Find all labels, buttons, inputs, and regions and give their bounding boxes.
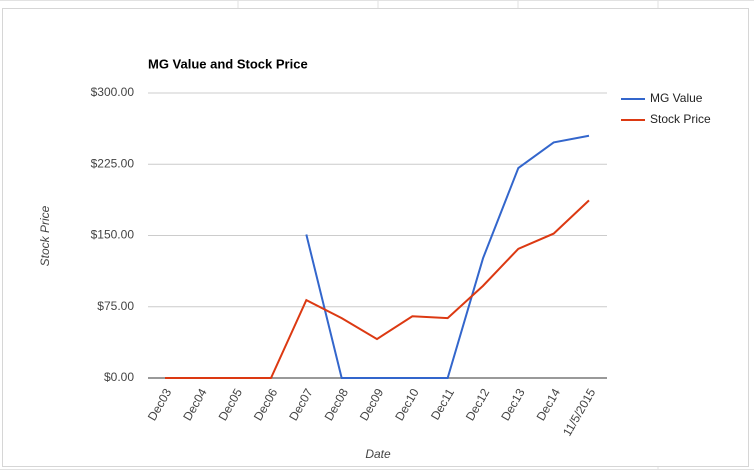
- y-axis-label: Stock Price: [38, 205, 52, 266]
- y-tick-label: $0.00: [104, 370, 134, 384]
- series-line: [305, 134, 590, 379]
- y-tick-label: $225.00: [91, 156, 135, 170]
- legend-label: Stock Price: [650, 112, 711, 126]
- chart-title: MG Value and Stock Price: [148, 56, 308, 71]
- y-tick-label: $75.00: [97, 299, 134, 313]
- series-line: [165, 199, 590, 379]
- y-tick-label: $150.00: [91, 228, 135, 242]
- y-tick-label: $300.00: [91, 85, 135, 99]
- legend-label: MG Value: [650, 91, 703, 105]
- x-axis-label: Date: [365, 447, 391, 461]
- chart-frame: [2, 8, 749, 467]
